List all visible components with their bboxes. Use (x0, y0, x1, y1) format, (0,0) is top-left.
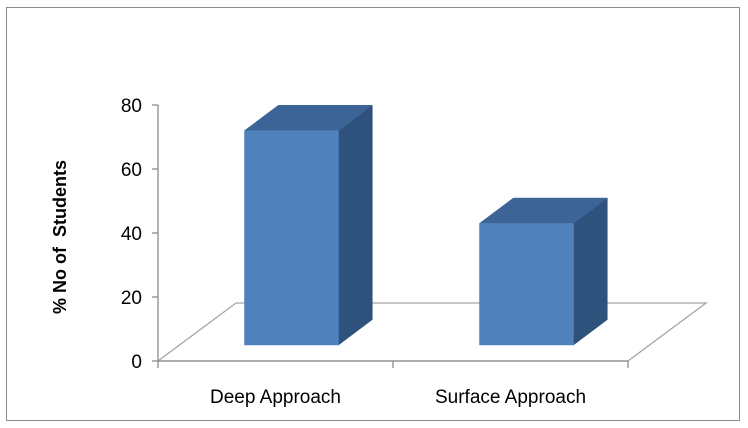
y-tick-label: 0 (131, 352, 142, 373)
y-tick-label: 40 (121, 224, 142, 245)
x-ticks (157, 361, 629, 368)
bar-deep-approach (243, 104, 374, 346)
y-tick-labels: 0 20 40 60 80 (121, 96, 142, 373)
bar-side-face (573, 197, 608, 346)
y-tick-label: 20 (121, 288, 142, 309)
x-tick-label: Surface Approach (435, 387, 586, 408)
bars (243, 104, 609, 346)
y-ticks (152, 104, 158, 362)
bar-front-face (479, 223, 574, 346)
y-tick-label: 80 (121, 96, 142, 117)
bar-front-face (244, 130, 339, 346)
y-tick-label: 60 (121, 160, 142, 181)
chart-frame (6, 7, 740, 421)
chart-floor (156, 302, 708, 362)
y-axis-title: % No of Students (50, 160, 70, 314)
bar-side-face (338, 104, 373, 346)
x-tick-labels: Deep Approach Surface Approach (210, 387, 586, 408)
x-tick-label: Deep Approach (210, 387, 341, 408)
bar-surface-approach (478, 197, 609, 346)
